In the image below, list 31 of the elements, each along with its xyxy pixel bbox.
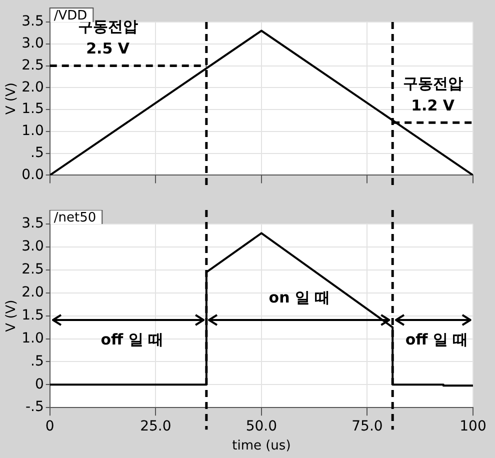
y-tick-label: 1.0	[22, 123, 44, 140]
x-tick-label: 0	[45, 418, 54, 435]
y-tick-label: 1.5	[22, 101, 44, 118]
y-tick-label: 3.5	[22, 216, 44, 232]
y-tick-label: -.5	[25, 399, 44, 416]
y-tick-label: 2.5	[22, 262, 44, 278]
y-tick-label: 3.5	[22, 14, 44, 30]
annotation: on 일 때	[268, 288, 330, 306]
y-tick-label: 1.5	[22, 307, 44, 324]
y-tick-label: 1.0	[22, 330, 44, 346]
y-tick-label: 2.0	[22, 79, 44, 96]
x-tick-label: 50.0	[246, 418, 278, 435]
y-tick-label: 3.0	[22, 36, 44, 52]
x-axis-title: time (us)	[232, 438, 291, 454]
annotation: off 일 때	[100, 330, 164, 348]
y-axis-title: V (V)	[4, 300, 20, 332]
annotation: 구동전압 1.2 V	[402, 74, 463, 115]
y-tick-label: .5	[30, 144, 44, 161]
y-tick-label: 0	[34, 376, 44, 392]
x-tick-label: 100	[460, 418, 486, 435]
x-tick-label: 25.0	[140, 418, 172, 435]
x-tick-label: 75.0	[352, 418, 383, 435]
y-tick-label: 2.0	[22, 284, 44, 300]
y-axis-title: V (V)	[4, 82, 20, 115]
text: /VDD	[54, 8, 88, 24]
y-tick-label: 2.5	[22, 57, 44, 74]
y-tick-label: 0.0	[22, 166, 44, 183]
y-tick-label: 3.0	[22, 238, 44, 255]
y-tick-label: .5	[30, 353, 44, 370]
text: /net50	[54, 210, 96, 226]
annotation: off 일 때	[405, 330, 468, 348]
